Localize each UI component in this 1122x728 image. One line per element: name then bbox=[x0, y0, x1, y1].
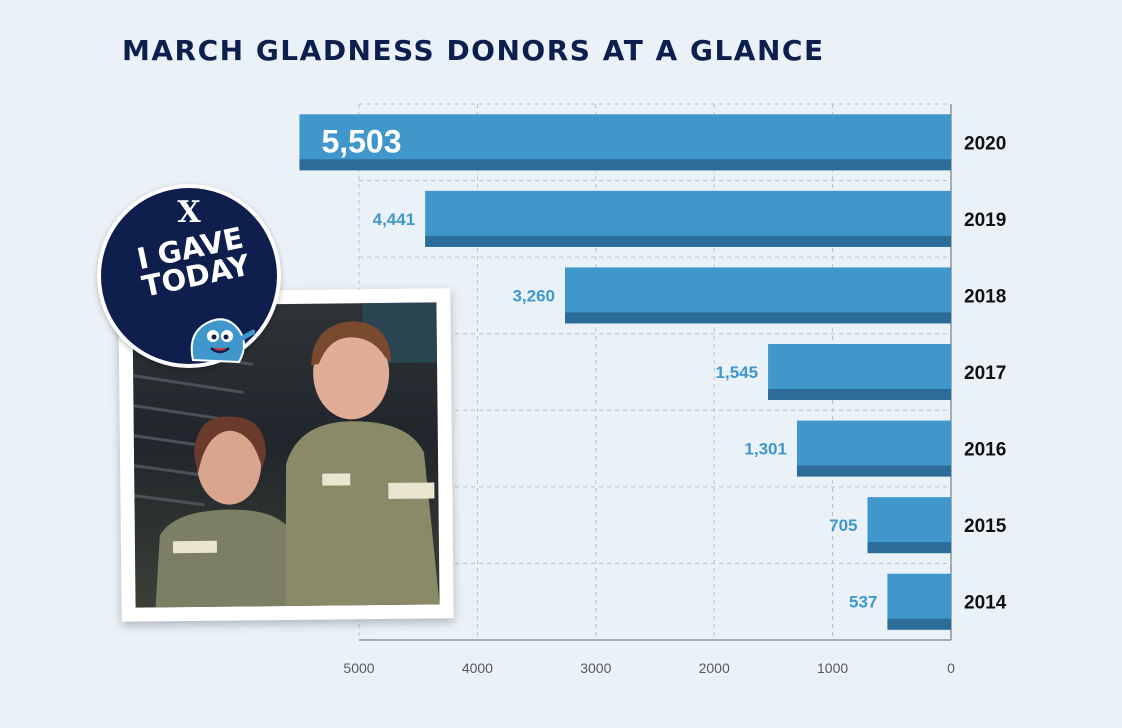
category-label: 2015 bbox=[964, 516, 1007, 537]
blue-mascot-icon bbox=[190, 318, 255, 364]
data-label: 1,545 bbox=[716, 363, 759, 382]
x-tick-label: 1000 bbox=[817, 660, 848, 676]
bar-shadow-2017 bbox=[768, 389, 951, 400]
bar-shadow-2019 bbox=[425, 235, 951, 247]
data-label: 705 bbox=[829, 516, 857, 535]
x-tick-label: 4000 bbox=[462, 660, 493, 676]
data-label: 1,301 bbox=[744, 440, 787, 459]
x-tick-label: 5000 bbox=[343, 660, 374, 676]
bar-shadow-2015 bbox=[867, 542, 951, 554]
data-label: 4,441 bbox=[373, 210, 416, 229]
x-tick-label: 0 bbox=[947, 660, 955, 676]
bar-shadow-2020 bbox=[299, 159, 951, 171]
bar-shadow-2016 bbox=[796, 465, 951, 477]
badge-text: I GAVE TODAY bbox=[119, 220, 268, 304]
data-label: 537 bbox=[849, 593, 877, 612]
bar-shadow-2018 bbox=[565, 312, 951, 324]
category-label: 2016 bbox=[964, 440, 1006, 461]
category-label: 2017 bbox=[964, 363, 1006, 384]
category-label: 2020 bbox=[964, 133, 1006, 154]
donor-photo bbox=[132, 302, 440, 608]
category-label: 2019 bbox=[964, 210, 1006, 231]
data-label: 3,260 bbox=[512, 286, 555, 305]
category-label: 2018 bbox=[964, 286, 1006, 307]
i-gave-today-badge: X I GAVE TODAY bbox=[97, 184, 281, 368]
x-logo-icon: X bbox=[177, 195, 201, 230]
photo-card bbox=[118, 288, 454, 622]
x-tick-label: 3000 bbox=[580, 660, 611, 676]
category-label: 2014 bbox=[964, 593, 1007, 614]
data-label: 5,503 bbox=[321, 123, 401, 159]
bar-shadow-2014 bbox=[887, 618, 951, 630]
chart-title: MARCH GLADNESS DONORS AT A GLANCE bbox=[122, 34, 825, 67]
x-tick-label: 2000 bbox=[699, 660, 730, 676]
